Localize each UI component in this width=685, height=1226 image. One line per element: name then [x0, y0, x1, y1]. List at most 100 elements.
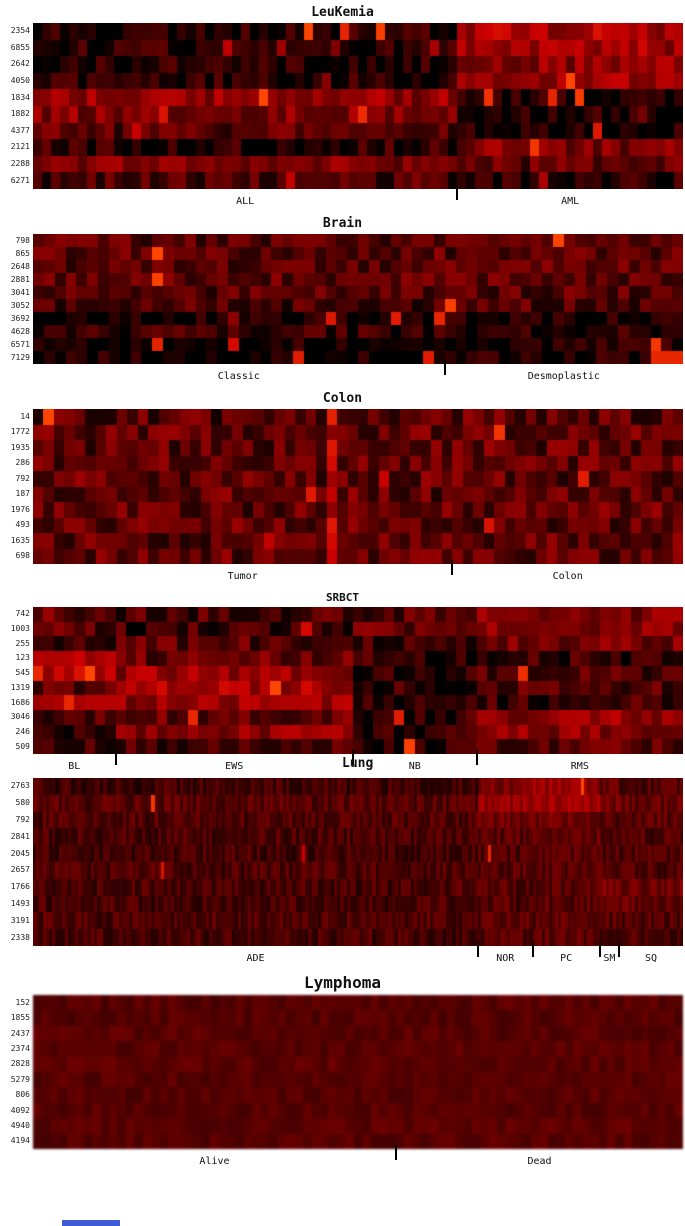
row-label: 698 [15, 551, 30, 561]
heatmap-area: Tumor Colon [33, 409, 683, 588]
heatmap-canvas-lung [33, 778, 683, 946]
group-boundary-tick [451, 560, 454, 575]
panel-body: 798 865 2648 2881 3041 3052 3692 4628 6571 7129 C… [0, 234, 685, 388]
group-boundary-tick [114, 750, 117, 765]
heatmap-panel-lung: Lung 2763 580 792 2841 2045 2657 1766 1493 3191 2… [0, 756, 685, 970]
row-label: 5279 [10, 1074, 30, 1084]
row-labels: 742 1003 255 123 545 1319 1686 3046 246 509 [0, 607, 33, 754]
heatmap-canvas-srbct [33, 607, 683, 754]
panel-title-brain: Brain [322, 216, 363, 231]
panel-body: 2763 580 792 2841 2045 2657 1766 1493 3191 2338 A… [0, 778, 685, 970]
row-labels: 2354 6855 2642 4050 1834 1882 4377 2121 2288 6271 [0, 23, 33, 189]
row-label: 152 [15, 997, 30, 1007]
row-label: 792 [15, 814, 30, 824]
row-label: 187 [15, 489, 30, 499]
row-label: 509 [15, 741, 30, 751]
heatmap-area: ADE NOR PC SM SQ [33, 778, 683, 970]
row-label: 286 [15, 458, 30, 468]
heatmap-area: Classic Desmoplastic [33, 234, 683, 388]
row-label: 2841 [10, 831, 30, 841]
row-label: 742 [15, 609, 30, 619]
row-label: 2881 [10, 274, 30, 284]
row-label: 493 [15, 520, 30, 530]
row-label: 2045 [10, 848, 30, 858]
heatmap-panel-srbct: SRBCT 742 1003 255 123 545 1319 1686 3046 246 509… [0, 591, 685, 778]
group-label: BL [68, 761, 81, 772]
row-label: 4194 [10, 1136, 30, 1146]
heatmap-panel-colon: Colon 14 1772 1935 286 792 187 1976 493 1635 698 … [0, 391, 685, 588]
row-label: 2828 [10, 1059, 30, 1069]
row-label: 1319 [10, 682, 30, 692]
row-label: 2642 [10, 59, 30, 69]
group-boundary-tick [477, 942, 480, 957]
group-label: Dead [527, 1156, 552, 1167]
row-label: 4628 [10, 326, 30, 336]
row-label: 123 [15, 653, 30, 663]
group-boundary-tick [394, 1145, 397, 1160]
row-label: 1003 [10, 624, 30, 634]
row-label: 2763 [10, 781, 30, 791]
group-label: EWS [225, 761, 244, 772]
row-label: 2374 [10, 1043, 30, 1053]
row-label: 1772 [10, 427, 30, 437]
group-label: Desmoplastic [527, 371, 600, 382]
group-boundary-tick [456, 185, 459, 200]
row-label: 2354 [10, 26, 30, 36]
group-label: Colon [552, 571, 583, 582]
heatmap-panel-lymphoma: Lymphoma 152 1855 2437 2374 2828 5279 806 4092 4… [0, 973, 685, 1173]
row-label: 4940 [10, 1120, 30, 1130]
row-label: 4377 [10, 125, 30, 135]
row-label: 6271 [10, 175, 30, 185]
group-label: Classic [217, 371, 260, 382]
row-label: 2288 [10, 159, 30, 169]
group-label-strip-colon: Tumor Colon [33, 560, 683, 588]
row-label: 2121 [10, 142, 30, 152]
row-labels: 14 1772 1935 286 792 187 1976 493 1635 698 [0, 409, 33, 564]
group-label: SQ [644, 953, 657, 964]
panel-title-srbct: SRBCT [325, 591, 360, 604]
row-label: 1882 [10, 109, 30, 119]
group-label: NOR [496, 953, 515, 964]
heatmap-panel-leukemia: LeuKemia 2354 6855 2642 4050 1834 1882 4377 212… [0, 5, 685, 213]
group-label: ALL [236, 196, 255, 207]
row-label: 1493 [10, 898, 30, 908]
heatmap-panel-brain: Brain 798 865 2648 2881 3041 3052 3692 4628 6571… [0, 216, 685, 388]
heatmap-canvas-colon [33, 409, 683, 564]
row-label: 792 [15, 473, 30, 483]
row-label: 3041 [10, 287, 30, 297]
row-label: 2437 [10, 1028, 30, 1038]
group-label-strip-srbct: BL EWS NB RMS [33, 750, 683, 778]
row-label: 3191 [10, 915, 30, 925]
panels-container: LeuKemia 2354 6855 2642 4050 1834 1882 4377 212… [0, 5, 685, 1173]
group-boundary-tick [531, 942, 534, 957]
row-label: 3692 [10, 313, 30, 323]
row-label: 1855 [10, 1013, 30, 1023]
row-label: 4050 [10, 76, 30, 86]
row-label: 6571 [10, 339, 30, 349]
row-label: 798 [15, 235, 30, 245]
row-label: 2648 [10, 261, 30, 271]
row-label: 14 [20, 411, 30, 421]
panel-body: 2354 6855 2642 4050 1834 1882 4377 2121 2288 6271… [0, 23, 685, 213]
heatmap-area: ALL AML [33, 23, 683, 213]
group-boundary-tick [617, 942, 620, 957]
row-label: 2338 [10, 932, 30, 942]
row-label: 6855 [10, 42, 30, 52]
group-boundary-tick [443, 360, 446, 375]
group-label-strip-brain: Classic Desmoplastic [33, 360, 683, 388]
panel-title-leukemia: LeuKemia [311, 5, 374, 20]
group-label: PC [560, 953, 573, 964]
group-boundary-tick [475, 750, 478, 765]
group-label: AML [561, 196, 580, 207]
panel-body: 742 1003 255 123 545 1319 1686 3046 246 509 BL EWS… [0, 607, 685, 778]
group-label: ADE [246, 953, 265, 964]
panel-body: 152 1855 2437 2374 2828 5279 806 4092 4940 4194 A… [0, 995, 685, 1173]
row-label: 1766 [10, 882, 30, 892]
row-label: 580 [15, 798, 30, 808]
row-label: 865 [15, 248, 30, 258]
heatmap-area: Alive Dead [33, 995, 683, 1173]
heatmap-area: BL EWS NB RMS [33, 607, 683, 778]
row-labels: 798 865 2648 2881 3041 3052 3692 4628 6571 7129 [0, 234, 33, 364]
row-label: 2657 [10, 865, 30, 875]
